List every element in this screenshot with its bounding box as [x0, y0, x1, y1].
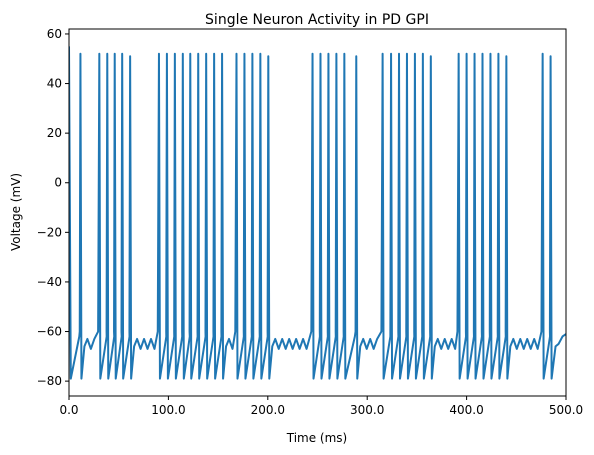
y-tick-label: 0: [54, 176, 62, 190]
x-tick-label: 300.0: [350, 403, 384, 417]
x-tick-label: 0.0: [59, 403, 78, 417]
y-tick-label: −60: [37, 325, 62, 339]
x-axis-label: Time (ms): [286, 431, 348, 445]
y-axis-label: Voltage (mV): [9, 173, 23, 251]
y-tick-label: 60: [47, 27, 62, 41]
x-tick-label: 400.0: [449, 403, 483, 417]
y-tick-label: −40: [37, 275, 62, 289]
y-tick-label: 40: [47, 77, 62, 91]
y-tick-label: 20: [47, 126, 62, 140]
y-tick-label: −80: [37, 374, 62, 388]
plot-frame: [68, 28, 567, 397]
x-axis: 0.0 100.0 200.0 300.0 400.0 500.0: [59, 396, 583, 417]
x-tick-label: 500.0: [549, 403, 583, 417]
plot-area: [69, 46, 566, 380]
chart-title: Single Neuron Activity in PD GPI: [205, 12, 429, 28]
x-tick-label: 100.0: [151, 403, 185, 417]
x-tick-label: 200.0: [251, 403, 285, 417]
y-axis: −80 −60 −40 −20 0 20 40 60: [37, 27, 69, 388]
voltage-trace: [69, 46, 566, 380]
y-tick-label: −20: [37, 225, 62, 239]
